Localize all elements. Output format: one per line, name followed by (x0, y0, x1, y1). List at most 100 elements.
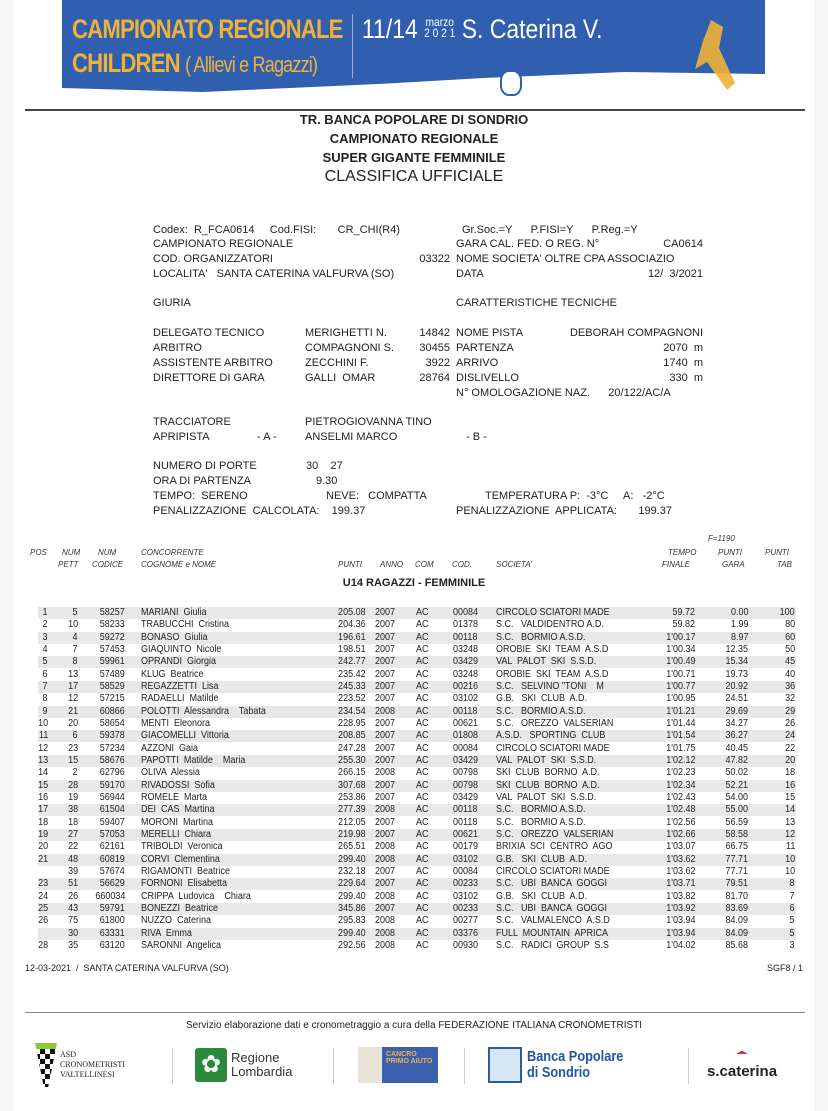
cell-punti-gara: 40.45 (725, 742, 748, 754)
cell-cod: 00216 (453, 680, 479, 692)
cell-punti-tab: 26 (784, 717, 795, 729)
table-row: 28 35 63120 SARONNI Angelica 292.56 2008 AC 009… (38, 940, 796, 952)
tracc-val: PIETROGIOVANNA TINO (305, 416, 432, 428)
cell-codice: 60866 (99, 705, 125, 717)
cell-pett: 75 (67, 915, 78, 927)
cell-com: AC (416, 619, 429, 631)
cell-com: AC (416, 607, 429, 618)
cell-codice: 58257 (99, 607, 125, 618)
cell-societa: S.C. BORMIO A.S.D. (496, 804, 586, 816)
cell-codice: 58233 (99, 619, 125, 631)
cell-codice: 660034 (94, 890, 125, 902)
cell-cod: 00233 (453, 902, 479, 914)
cell-pett: 5 (72, 607, 78, 618)
cell-tempo: 1'03.82 (665, 890, 695, 902)
asd-cronometristi-logo: ASD CRONOMETRISTI VALTELLINESI (35, 1040, 130, 1090)
cell-anno: 2008 (375, 927, 396, 939)
cell-pos: 12 (37, 742, 48, 754)
tempo: TEMPO: SERENO (153, 490, 248, 502)
h-gara: GARA (722, 560, 745, 569)
cancro-logo: CANCRO PRIMO AIUTO (358, 1040, 438, 1090)
fisi-logo-icon (500, 70, 522, 96)
cell-cod: 00084 (453, 607, 479, 618)
cell-punti: 266.15 (338, 767, 366, 779)
cell-punti-gara: 54.00 (725, 791, 748, 803)
cell-pos: 24 (37, 890, 48, 902)
cell-anno: 2007 (375, 816, 396, 828)
h-cognome: COGNOME e NOME (141, 560, 217, 569)
cell-societa: SKI CLUB BORNO A.D. (496, 767, 600, 779)
h-conc: CONCORRENTE (141, 548, 204, 557)
cell-anno: 2007 (375, 878, 396, 890)
cancro-text: CANCRO PRIMO AIUTO (358, 1047, 438, 1083)
jury-tl: DISLIVELLO (456, 372, 519, 384)
cell-tempo: 1'03.94 (665, 915, 695, 927)
cod-org-label: COD. ORGANIZZATORI (153, 253, 273, 265)
cell-com: AC (416, 767, 429, 779)
data-val: 12/ 3/2021 (647, 268, 703, 280)
table-row: 19 27 57053 MERELLI Chiara 219.98 2007 AC 00621… (38, 828, 796, 841)
cell-pos: 8 (42, 693, 48, 705)
cell-societa: CIRCOLO SCIATORI MADE (496, 865, 610, 877)
cell-tempo: 1'02.12 (665, 754, 695, 766)
cell-tempo: 1'00.34 (665, 643, 695, 655)
cell-name: REGAZZETTI Lisa (141, 680, 219, 692)
cell-societa: G.B. SKI CLUB A.D. (496, 853, 588, 865)
cell-tempo: 1'00.95 (665, 693, 695, 705)
jury-role: DIRETTORE DI GARA (153, 372, 265, 384)
cell-name: RIVADOSSI Sofia (141, 779, 215, 791)
asd-text: ASD CRONOMETRISTI VALTELLINESI (60, 1050, 125, 1079)
cell-cod: 00179 (453, 841, 479, 853)
jury-role: DELEGATO TECNICO (153, 327, 265, 339)
month: marzo (425, 15, 454, 29)
cell-punti-gara: 19.73 (725, 668, 748, 680)
h-codice: CODICE (92, 560, 124, 569)
cell-name: BONEZZI Beatrice (141, 902, 219, 914)
cell-tempo: 1'01.54 (665, 730, 695, 742)
cell-pett: 43 (67, 902, 78, 914)
cell-codice: 62161 (99, 841, 125, 853)
cell-cod: 03102 (453, 890, 479, 902)
cell-societa: S.C. VALMALENCO A.S.D (496, 915, 610, 927)
h-anno: ANNO (380, 560, 404, 569)
table-row: 10 20 58654 MENTI Eleonora 228.95 2007 AC 00621… (38, 718, 796, 730)
cell-anno: 2007 (375, 631, 396, 643)
cell-pos: 28 (37, 939, 48, 951)
cell-anno: 2008 (375, 804, 396, 816)
cell-societa: SKI CLUB BORNO A.D. (496, 779, 600, 791)
table-row: 4 7 57453 GIAQUINTO Nicole 198.51 2007 AC 03248… (38, 644, 796, 656)
cell-punti: 292.56 (338, 939, 366, 951)
cell-societa: FULL MOUNTAIN APRICA (496, 927, 609, 939)
cell-codice: 58676 (99, 754, 125, 766)
porte-label: NUMERO DI PORTE (153, 460, 257, 472)
cell-tempo: 1'01.44 (665, 717, 695, 729)
cell-tempo: 1'02.66 (665, 828, 695, 840)
gara-val: CA0614 (663, 238, 703, 250)
cell-com: AC (416, 705, 429, 717)
table-row: 8 12 57215 RADAELLI Matilde 223.52 2007 AC 0310… (38, 693, 796, 705)
table-row: 18 18 59407 MORONI Martina 212.05 2007 AC 00118… (38, 817, 796, 829)
cell-anno: 2008 (375, 915, 396, 927)
cell-pett: 18 (67, 816, 78, 828)
h-societa: SOCIETA' (496, 560, 533, 569)
apri-b: - B - (466, 431, 487, 443)
cell-pos: 15 (37, 779, 48, 791)
cell-punti-tab: 18 (784, 767, 795, 779)
cell-anno: 2008 (375, 853, 396, 865)
cell-punti-gara: 0.00 (730, 607, 748, 618)
cell-anno: 2007 (375, 607, 396, 618)
cell-name: TRABUCCHI Cristina (141, 619, 230, 631)
cell-punti-tab: 80 (784, 619, 795, 631)
cell-name: RIVA Emma (141, 927, 192, 939)
cell-cod: 03102 (453, 693, 479, 705)
cell-punti-tab: 6 (789, 902, 795, 914)
cell-codice: 56944 (99, 791, 125, 803)
nome-soc: NOME SOCIETA' OLTRE CPA ASSOCIAZIO (456, 253, 675, 265)
cell-punti-gara: 77.71 (725, 865, 748, 877)
cell-name: OPRANDI Giorgia (141, 656, 217, 668)
cell-name: DEI CAS Martina (141, 804, 215, 816)
cell-codice: 63120 (99, 939, 125, 951)
banner-line1: CAMPIONATO REGIONALE (72, 14, 343, 44)
jury-tv: DEBORAH COMPAGNONI (569, 327, 703, 339)
cell-pett: 6 (72, 730, 78, 742)
